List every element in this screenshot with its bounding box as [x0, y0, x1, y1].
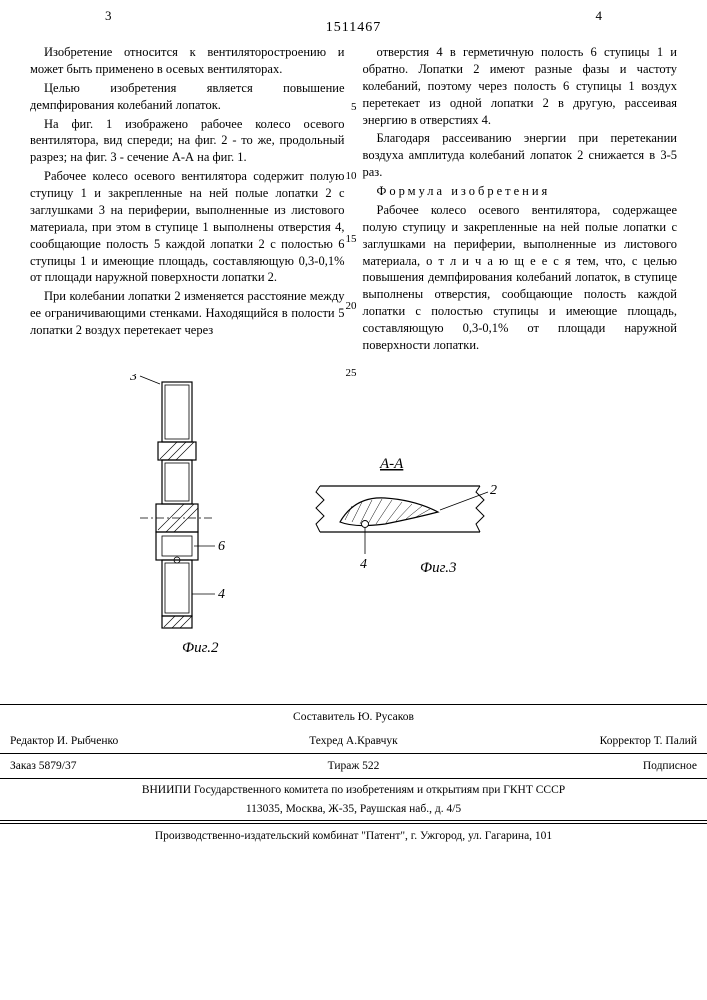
- section-title: А-А: [379, 456, 404, 472]
- figures-area: 3 6 4 Фиг.2 А-А: [30, 374, 677, 674]
- formula-title: Формула изобретения: [363, 183, 678, 200]
- callout-4: 4: [218, 587, 225, 602]
- callout-4b: 4: [360, 557, 367, 572]
- callout-2: 2: [490, 483, 497, 498]
- paragraph: На фиг. 1 изображено рабочее колесо осев…: [30, 116, 345, 167]
- publisher: Производственно-издательский комбинат "П…: [0, 824, 707, 854]
- paragraph: Благодаря рассеиванию энергии при перете…: [363, 130, 678, 181]
- paragraph: Целью изобретения является повышение дем…: [30, 80, 345, 114]
- left-column: Изобретение относится к вентиляторострое…: [30, 44, 345, 356]
- fig3-svg: А-А: [310, 454, 510, 594]
- paragraph: отверстия 4 в герметичную полость 6 ступ…: [363, 44, 678, 128]
- line-number: 15: [346, 232, 357, 247]
- paragraph: Изобретение относится к вентиляторострое…: [30, 44, 345, 78]
- figure-2: 3 6 4 Фиг.2: [120, 374, 250, 674]
- fig2-svg: 3 6 4 Фиг.2: [120, 374, 250, 674]
- paragraph: Рабочее колесо осевого вентилятора, соде…: [363, 202, 678, 354]
- order: Заказ 5879/37: [10, 758, 239, 774]
- vniipi: ВНИИПИ Государственного комитета по изоб…: [0, 779, 707, 801]
- text-columns: Изобретение относится к вентиляторострое…: [30, 44, 677, 356]
- corrector: Корректор Т. Палий: [468, 733, 697, 749]
- subscription: Подписное: [468, 758, 697, 774]
- address1: 113035, Москва, Ж-35, Раушская наб., д. …: [0, 801, 707, 820]
- line-number: 20: [346, 299, 357, 314]
- editor: Редактор И. Рыбченко: [10, 733, 239, 749]
- page-number-left: 3: [105, 8, 112, 24]
- line-number: 25: [346, 366, 357, 381]
- footer: Составитель Ю. Русаков Редактор И. Рыбче…: [0, 704, 707, 855]
- compiler: Составитель Ю. Русаков: [239, 709, 468, 725]
- line-number: 10: [346, 169, 357, 184]
- fig2-label: Фиг.2: [182, 640, 219, 656]
- page: 3 4 1511467 Изобретение относится к вент…: [0, 0, 707, 684]
- callout-3: 3: [129, 374, 137, 384]
- techred: Техред А.Кравчук: [239, 733, 468, 749]
- paragraph: При колебании лопатки 2 изменяется расст…: [30, 288, 345, 339]
- document-number: 1511467: [30, 20, 677, 36]
- line-number: 5: [351, 100, 357, 115]
- paragraph: Рабочее колесо осевого вентилятора содер…: [30, 168, 345, 286]
- fig3-label: Фиг.3: [420, 560, 456, 576]
- page-number-right: 4: [596, 8, 603, 24]
- right-column: отверстия 4 в герметичную полость 6 ступ…: [363, 44, 678, 356]
- tirage: Тираж 522: [239, 758, 468, 774]
- figure-3: А-А: [310, 454, 510, 594]
- callout-6: 6: [218, 539, 225, 554]
